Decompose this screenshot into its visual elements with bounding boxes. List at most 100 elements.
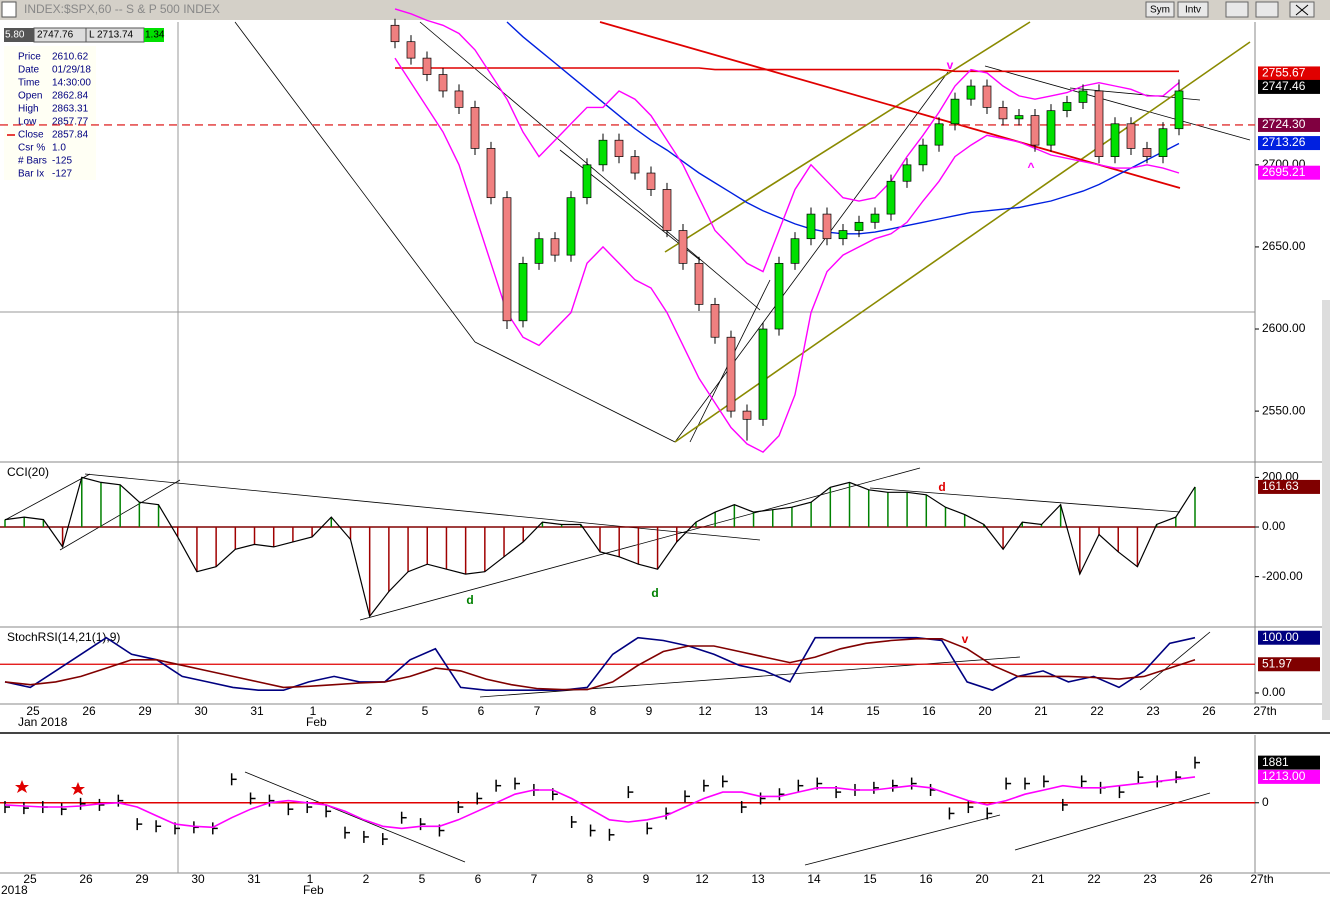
candle-body (566, 197, 576, 256)
minimize-button[interactable] (1225, 1, 1249, 18)
candle-body (710, 304, 720, 338)
maximize-button[interactable] (1255, 1, 1279, 18)
trendline (984, 65, 1251, 141)
data-label: Close (18, 130, 44, 141)
candle-body (806, 213, 816, 240)
annotation: d (651, 586, 658, 600)
quote-cell (4, 28, 34, 42)
x-tick-label: 27th (1253, 704, 1276, 718)
x-tick-label: 2 (363, 872, 370, 886)
candle-body (822, 213, 832, 240)
x-tick-label: 29 (135, 872, 149, 886)
x-tick-label: 27th (1250, 872, 1273, 886)
candle-body (870, 213, 880, 223)
candle-body (902, 164, 912, 182)
x-tick-label: 16 (922, 704, 936, 718)
x-tick-label: 16 (919, 872, 933, 886)
x-sublabel: Jan 2018 (18, 715, 68, 729)
value-tag-label: 1881 (1262, 755, 1289, 769)
intv-label[interactable]: Intv (1185, 5, 1201, 16)
candle-body (1158, 128, 1168, 157)
value-tag-label: 100.00 (1262, 630, 1299, 644)
candle-body (1094, 90, 1104, 157)
data-value: 14:30:00 (52, 78, 91, 89)
value-tag (1258, 165, 1320, 180)
annotation: v (962, 632, 969, 646)
data-label: Csr % (18, 143, 45, 154)
candle-body (438, 74, 448, 92)
x-tick-label: 1 (307, 872, 314, 886)
x-tick-label: 30 (194, 704, 208, 718)
panel-title: CCI(20) (7, 465, 49, 479)
trendline (1014, 792, 1211, 851)
x-sublabel: Feb (306, 715, 327, 729)
data-label: Low (18, 117, 37, 128)
panel-title: StochRSI(14,21(1),9) (7, 630, 120, 644)
y-tick-label: 2550.00 (1262, 403, 1306, 417)
candle-body (390, 24, 400, 43)
x-tick-label: 26 (1199, 872, 1213, 886)
candle-body (1110, 123, 1120, 157)
x-tick-label: 26 (1202, 704, 1216, 718)
candle-body (950, 98, 960, 125)
intv-button[interactable] (1177, 1, 1209, 18)
data-value: -127 (52, 169, 72, 180)
candle-body (534, 238, 544, 264)
x-tick-label: 25 (26, 704, 40, 718)
data-label: High (18, 104, 39, 115)
x-tick-label: 2 (366, 704, 373, 718)
data-value: 2862.84 (52, 91, 89, 102)
x-tick-label: 20 (978, 704, 992, 718)
y-tick-label: -200.00 (1262, 569, 1303, 583)
candle-body (518, 262, 528, 322)
overlay-line (394, 8, 1180, 273)
data-label: # Bars (18, 156, 47, 167)
overlay-line (395, 67, 1179, 73)
y-tick-label: 2600.00 (1262, 321, 1306, 335)
annotation: d (466, 593, 473, 607)
trendline (674, 71, 949, 443)
data-box-rows: Price 2610.62 Date 01/29/18 Time 14:30:00 Open… (7, 52, 91, 180)
sym-label[interactable]: Sym (1150, 5, 1170, 16)
x-tick-label: 13 (754, 704, 768, 718)
trendline (359, 467, 921, 621)
candle-body (1014, 115, 1024, 120)
x-tick-label: 22 (1087, 872, 1101, 886)
trendline (869, 487, 1181, 513)
x-tick-label: 5 (419, 872, 426, 886)
candle-body (486, 148, 496, 199)
candle-body (774, 262, 784, 330)
candle-body (982, 85, 992, 108)
x-tick-label: 9 (643, 872, 650, 886)
candle-body (550, 238, 560, 256)
candle-body (726, 336, 736, 412)
candle-body (790, 238, 800, 264)
candle-body (998, 107, 1008, 120)
indicator-line (4, 636, 1196, 692)
x-tick-label: 29 (138, 704, 152, 718)
trendline (474, 341, 676, 443)
value-tag-label: 2747.46 (1262, 79, 1306, 93)
annotation: d (938, 480, 945, 494)
scrollbar[interactable] (1322, 300, 1330, 720)
y-tick-label: 0 (1262, 795, 1269, 809)
x-tick-label: 30 (191, 872, 205, 886)
value-tag-label: 2755.67 (1262, 66, 1306, 80)
value-tag-label: 2724.30 (1262, 117, 1306, 131)
x-tick-label: 23 (1143, 872, 1157, 886)
sym-button[interactable] (1145, 1, 1175, 18)
candle-body (886, 180, 896, 215)
candle-body (1142, 148, 1152, 157)
candle-body (1046, 110, 1056, 146)
x-tick-label: 8 (587, 872, 594, 886)
title-bar (0, 0, 1330, 20)
candle-body (662, 189, 672, 231)
trendlines (4, 21, 1251, 866)
value-tag (1258, 117, 1320, 132)
candle-body (678, 230, 688, 264)
x-tick-label: 8 (590, 704, 597, 718)
candle-body (918, 144, 928, 166)
value-tag-label: 2713.26 (1262, 135, 1306, 149)
